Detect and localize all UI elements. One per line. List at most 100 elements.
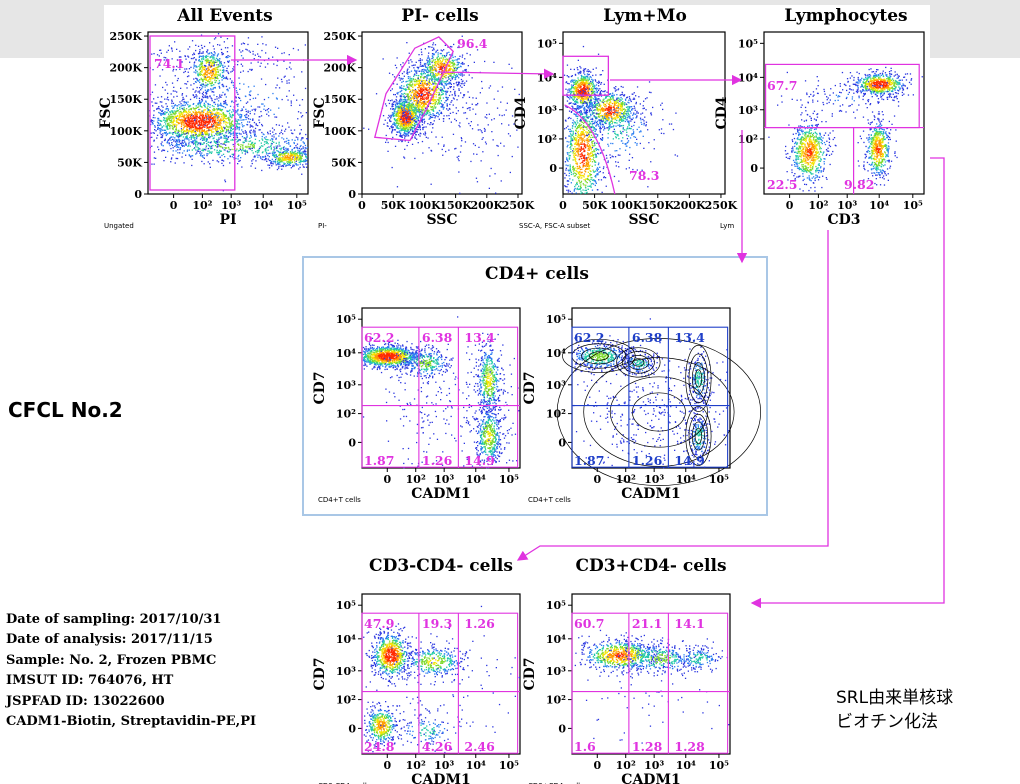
contour-ring [589, 351, 609, 361]
quadrant-label: 14.1 [674, 616, 704, 631]
quadrant-label: 19.3 [422, 616, 452, 631]
plot-title-cd3pos-cd4neg: CD3+CD4- cells [575, 556, 727, 576]
x-tick-label: 10⁴ [466, 473, 486, 486]
y-tick-label: 10² [336, 694, 356, 707]
y-tick-label: 10⁴ [546, 633, 566, 646]
group-title-cd4: CD4+ cells [485, 264, 589, 284]
x-tick-label: 10² [406, 473, 426, 486]
srl-note-line1: SRL由来単核球 [836, 688, 954, 708]
y-tick-label: 10³ [546, 379, 566, 392]
x-tick-label: 250K [705, 199, 738, 212]
subset-label: Lym [720, 222, 734, 230]
y-tick-label: 10² [336, 408, 356, 421]
x-tick-label: 10⁵ [709, 759, 729, 772]
contour-ring [632, 392, 686, 432]
meta-sample: Sample: No. 2, Frozen PBMC [6, 652, 217, 668]
gate-cd4-region [562, 55, 610, 96]
x-axis-label: SSC [426, 212, 457, 228]
x-axis-label: CADM1 [411, 772, 470, 784]
y-tick-label: 10⁵ [336, 599, 356, 612]
y-tick-label: 10⁴ [546, 347, 566, 360]
plot-dn: 0 10² 10³ 10⁴ 10⁵ 0 10² 10³ 10⁴ 10⁵ CADM1 CD7 CD3-CD… [312, 593, 521, 784]
y-axis-label: FSC [312, 97, 328, 128]
quadrant-gate [571, 326, 729, 468]
y-tick-label: 0 [134, 188, 142, 201]
quadrant-label: 1.26 [422, 453, 453, 468]
y-tick-label: 10⁴ [738, 71, 758, 84]
x-tick-label: 150K [439, 199, 472, 212]
plot-cd4_contour: 0 10² 10³ 10⁴ 10⁵010²10³10⁴10⁵CADM1CD7CD4+T … [522, 307, 762, 504]
contour-ring [694, 369, 703, 388]
quadrant-label: 1.87 [364, 453, 394, 468]
subset-label: CD4+T cells [318, 496, 361, 504]
x-tick-label: 0 [170, 199, 178, 212]
x-axis-label: CADM1 [621, 486, 680, 502]
gate-label: 74.1 [154, 56, 184, 71]
contour-ring [621, 351, 655, 374]
x-tick-label: 200K [471, 199, 504, 212]
y-tick-label: 0 [558, 722, 566, 735]
x-tick-label: 150K [642, 199, 675, 212]
contour-ring [581, 347, 617, 365]
x-axis-label: PI [219, 212, 236, 228]
scatter-points [362, 316, 520, 469]
plot-title-lym-mo: Lym+Mo [603, 6, 687, 26]
gate-label: 9.82 [844, 177, 874, 192]
y-tick-label: 150K [323, 93, 356, 106]
contour-ring [616, 347, 661, 378]
contour-ring [688, 353, 709, 404]
meta-date-sampling: Date of sampling: 2017/10/31 [6, 612, 222, 627]
x-axis-label: CADM1 [621, 772, 680, 784]
x-tick-label: 10² [616, 759, 636, 772]
y-tick-label: 0 [549, 162, 557, 175]
y-tick-label: 0 [750, 162, 758, 175]
y-axis-label: CD4 [714, 96, 730, 129]
x-tick-label: 10⁴ [253, 199, 273, 212]
y-tick-label: 10² [546, 408, 566, 421]
quadrant-label: 60.7 [574, 616, 604, 631]
y-tick-label: 10² [537, 133, 557, 146]
y-axis-label: CD7 [312, 371, 328, 404]
x-axis-label: CD3 [827, 212, 860, 228]
contour-ring [685, 406, 712, 466]
x-tick-label: 10³ [644, 759, 664, 772]
plot-lymph: 0 10² 10³ 10⁴ 10⁵ 0 10² 10³ 10⁴ 10⁵ CD3 CD4 Lym 67.7 2… [714, 31, 925, 230]
contour-ring [556, 338, 762, 486]
y-tick-label: 0 [558, 436, 566, 449]
contour-ring [691, 362, 705, 395]
arrow-to-cd3neg-cd4neg [516, 230, 829, 561]
scatter-points [574, 629, 730, 744]
gate-lymphocytes [564, 104, 616, 195]
quadrant-gate [571, 612, 729, 754]
x-axis-label: SSC [628, 212, 659, 228]
quadrant-label: 14.9 [464, 453, 494, 468]
quadrant-label: 1.6 [574, 739, 596, 754]
contour-ring [609, 376, 708, 448]
scatter-points [563, 45, 679, 195]
quadrant-gate [361, 612, 519, 754]
sample-label: CFCL No.2 [8, 398, 123, 422]
gate-label: 22.5 [767, 177, 797, 192]
contour-ring [632, 358, 645, 367]
x-tick-label: 10⁵ [903, 199, 923, 212]
x-tick-label: 10⁵ [499, 473, 519, 486]
x-tick-label: 10⁴ [676, 759, 696, 772]
contour-ring [694, 427, 703, 445]
scatter-points [363, 605, 520, 754]
y-tick-label: 200K [323, 62, 356, 75]
contour-ring [688, 413, 709, 459]
plot-pi: 0 50K 100K150K200K250K050K100K150K200K250K… [312, 30, 535, 230]
arrow-to-cd3pos-cd4neg [750, 157, 945, 609]
y-tick-label: 10² [546, 694, 566, 707]
x-tick-label: 250K [502, 199, 535, 212]
gate-lym-mo [373, 36, 454, 142]
arrow-pi-to-lymmo [437, 68, 555, 80]
plot-all: 0 10² 10³ 10⁴ 10⁵ 0 50K 100K 150K 200K 250K PI FSC Un… [98, 30, 309, 230]
plot-cd4_dot: 0 10² 10³ 10⁴ 10⁵ 0 10² 10³ 10⁴ 10⁵ CADM1 CD7 CD4+T … [312, 307, 521, 504]
y-axis-label: CD7 [522, 371, 538, 404]
quadrant-label: 1.26 [464, 616, 495, 631]
x-tick-label: 100K [610, 199, 643, 212]
y-tick-label: 10⁵ [738, 37, 758, 50]
x-tick-label: 0 [383, 473, 391, 486]
subset-label: PI- [318, 222, 327, 230]
